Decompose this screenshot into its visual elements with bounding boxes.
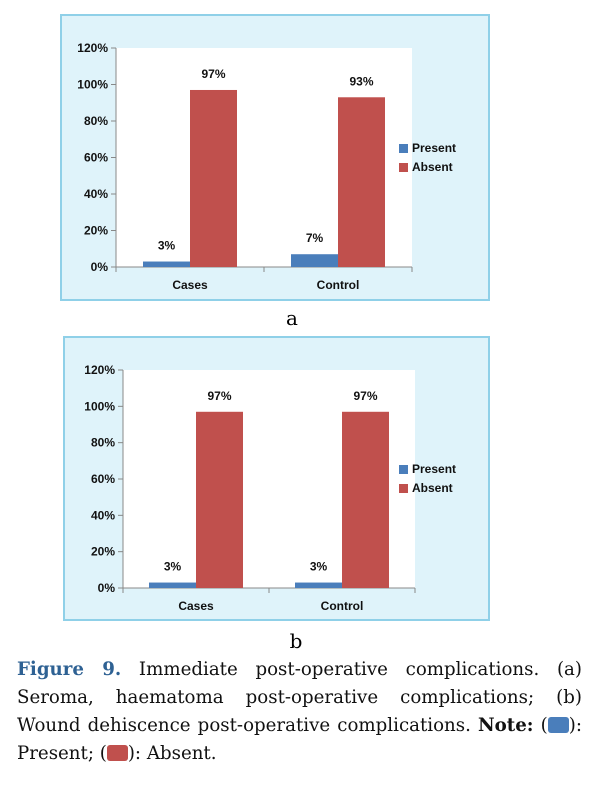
data-label: 97% [353,389,377,403]
bar-present-cases [143,261,190,267]
note-label: Note: [478,715,534,736]
legend-swatch-present [399,465,408,474]
figure-label: Figure 9. [17,659,122,680]
data-label: 97% [207,389,231,403]
legend-label-present: Present [412,462,456,476]
caption-text: Immediate post-operative complications. … [17,659,582,736]
subfigure-label-a: a [286,306,298,330]
x-category-label: Cases [172,278,208,292]
data-label: 93% [349,74,373,88]
legend-swatch-absent [399,163,408,172]
x-category-label: Control [321,599,364,613]
bar-absent-control [342,411,389,588]
data-label: 97% [201,67,225,81]
y-tick-label: 0% [91,260,109,274]
x-category-label: Cases [178,599,214,613]
x-category-label: Control [317,278,360,292]
present-swatch [547,717,569,733]
bar-absent-control [338,97,385,268]
chart-panel-b: 0% 20% 40% 60% 80% 100% 120% 3% 97% Cases 3% 97% Con… [63,336,490,621]
data-label: 7% [306,231,324,245]
legend-label-absent: Absent [412,481,453,495]
y-tick-label: 0% [98,581,116,595]
absent-swatch [106,745,128,761]
y-tick-label: 20% [91,545,115,559]
bar-present-control [295,582,342,588]
bar-absent-cases [190,89,237,267]
legend-label-present: Present [412,141,456,155]
caption-open-paren: ( [533,715,548,736]
y-tick-label: 40% [84,187,108,201]
y-tick-label: 40% [91,508,115,522]
legend-label-absent: Absent [412,160,453,174]
y-tick-label: 100% [84,399,115,413]
legend-swatch-present [399,144,408,153]
data-label: 3% [164,560,182,574]
data-label: 3% [158,239,176,253]
y-tick-label: 60% [84,151,108,165]
caption-present-text: ): Present; ( [17,715,582,764]
chart-panel-a: 0% 20% 40% 60% 80% 100% 120% 3% 97% Cases 7% 93% Con… [60,14,490,301]
subfigure-label-b: b [289,629,303,653]
bar-absent-cases [196,411,243,588]
bar-present-cases [149,582,196,588]
bar-present-control [291,254,338,267]
y-tick-label: 120% [84,363,115,377]
figure-caption: Figure 9. Immediate post-operative compl… [17,656,582,768]
y-tick-label: 60% [91,472,115,486]
y-tick-label: 100% [77,78,108,92]
y-tick-label: 20% [84,224,108,238]
data-label: 3% [310,560,328,574]
caption-absent-text: ): Absent. [127,743,217,764]
y-tick-label: 120% [77,41,108,55]
legend-swatch-absent [399,484,408,493]
y-tick-label: 80% [91,436,115,450]
y-tick-label: 80% [84,114,108,128]
